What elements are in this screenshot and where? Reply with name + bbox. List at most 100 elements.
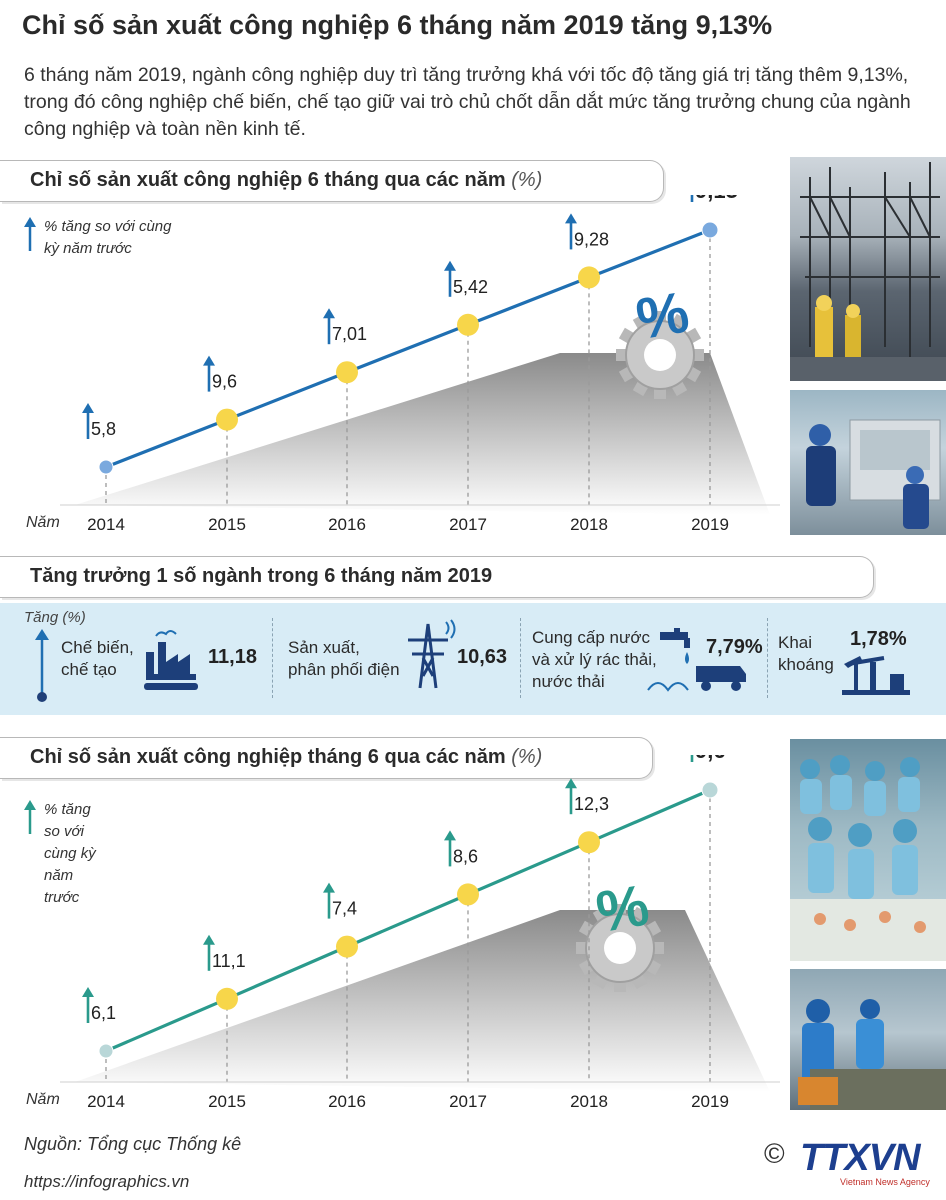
brand-logo: TTXVN [800,1137,921,1179]
up-arrow-head-icon [444,260,456,271]
x-tick-2016: 2016 [328,515,366,534]
gear-icon [576,904,664,992]
legend-text-line: năm [44,867,73,884]
oil-pump-icon [842,656,910,695]
data-point-2016 [336,935,358,958]
chart1-title-wrap: Chỉ số sản xuất công nghiệp 6 tháng qua … [30,169,542,192]
gear-hole [644,339,676,371]
power-station-photo [790,157,946,381]
sector-value-mining: 1,78% [850,628,907,650]
series-line [105,228,711,469]
value-label-2014: 5,8 [91,419,116,439]
x-tick-2018: 2018 [570,1092,608,1111]
value-label-2017: 8,6 [453,846,478,866]
sectors-up-arrow-icon [35,629,49,702]
x-tick-2014: 2014 [87,1092,125,1111]
seafood-workers-photo [790,739,946,961]
data-point-2017 [457,313,479,336]
chart2-unit: (%) [511,746,543,768]
data-point-2017 [457,883,479,906]
legend-text-line: % tăng so với cùng [44,218,172,235]
sectors-axis-label: Tăng (%) [24,609,86,626]
factory-worker-photo [790,390,946,535]
up-arrow-head-icon [565,213,577,224]
water-truck-icon [647,628,746,692]
up-arrow-head-icon [323,882,335,893]
sectors-title: Tăng trưởng 1 số ngành trong 6 tháng năm… [30,565,493,587]
legend-text-line: trước [44,889,80,906]
brand-subtitle: Vietnam News Agency [840,1177,930,1187]
data-point-2019 [701,781,719,799]
sector-divider [272,618,273,698]
website-url[interactable]: https://infographics.vn [24,1172,190,1191]
source-note: Nguồn: Tổng cục Thống kê [24,1134,242,1154]
chart1-svg: % 5,8 2014 9,6 2015 7,01 2016 5,42 2017 9,28 2018 9… [24,195,780,534]
factory-icon [144,630,198,690]
up-arrow-head-icon [82,987,94,997]
sector-label-electricity: Sản xuất, phân phối điện [288,638,400,679]
factory-illustration [806,419,941,529]
sorting-workers-photo [790,969,946,1110]
data-point-2016 [336,361,358,384]
chart2-title-wrap: Chỉ số sản xuất công nghiệp tháng 6 qua … [30,746,542,769]
x-tick-2017: 2017 [449,1092,487,1111]
x-axis-label: Năm [26,514,60,531]
up-arrow-head-icon [203,934,215,945]
value-label-2016: 7,01 [332,324,367,344]
x-tick-2015: 2015 [208,1092,246,1111]
data-point-2014 [98,459,114,475]
power-tower-icon [408,619,456,689]
percent-symbol: % [632,279,694,352]
sector-value-electricity: 10,63 [457,646,508,668]
up-arrow-head-icon [323,308,335,319]
value-label-2018: 9,28 [574,229,609,249]
gear-hole [604,932,636,964]
x-tick-2016: 2016 [328,1092,366,1111]
chart2-title: Chỉ số sản xuất công nghiệp tháng 6 qua … [30,746,506,768]
chart1-title: Chỉ số sản xuất công nghiệp 6 tháng qua … [30,169,506,191]
series-line [105,788,711,1053]
background-wedge [75,910,770,1092]
intro-paragraph: 6 tháng năm 2019, ngành công nghiệp duy … [24,64,911,140]
x-tick-2018: 2018 [570,515,608,534]
x-axis-label: Năm [26,1091,60,1108]
sectors-band [0,603,946,715]
up-arrow-head-icon [565,778,577,789]
x-tick-2015: 2015 [208,515,246,534]
seafood-illustration [790,755,946,961]
x-tick-2019: 2019 [691,1092,729,1111]
value-label-2016: 7,4 [332,899,357,919]
chart1-unit: (%) [511,169,543,191]
legend-text-line: kỳ năm trước [44,240,132,257]
value-label-2019: 9,13 [695,195,738,203]
value-label-2019: 9,6 [695,755,726,763]
data-point-2018 [578,831,600,854]
x-tick-2019: 2019 [691,515,729,534]
x-tick-2017: 2017 [449,515,487,534]
data-point-2015 [216,987,238,1010]
value-label-2018: 12,3 [574,794,609,814]
page-title: Chỉ số sản xuất công nghiệp 6 tháng năm … [22,10,773,40]
copyright-symbol: © [764,1138,785,1169]
sorting-illustration [798,999,946,1110]
data-point-2018 [578,266,600,289]
up-arrow-head-icon [82,403,94,413]
value-label-2017: 5,42 [453,277,488,297]
legend-arrow-head-icon [24,800,36,810]
sector-label-mining: Khai khoáng [778,633,834,674]
chart2-title-box: Chỉ số sản xuất công nghiệp tháng 6 qua … [0,737,653,779]
gear-icon [616,311,704,399]
data-point-2015 [216,408,238,431]
legend-text-line: cùng kỳ [44,845,97,862]
data-point-2014 [98,1043,114,1059]
value-label-2015: 9,6 [212,372,237,392]
legend-text-line: % tăng [44,801,91,818]
value-label-2015: 11,1 [212,951,246,971]
sectors-title-box: Tăng trưởng 1 số ngành trong 6 tháng năm… [0,556,874,598]
sector-label-manufacturing: Chế biến, chế tạo [61,638,134,679]
sector-value-manufacturing: 11,18 [208,646,257,668]
chart1-title-box: Chỉ số sản xuất công nghiệp 6 tháng qua … [0,160,664,202]
sector-value-water: 7,79% [706,636,763,658]
data-point-2019 [701,221,719,239]
chart2-svg: % 6,1 2014 11,1 2015 7,4 2016 8,6 2017 12,3 2018 9,… [24,755,780,1111]
